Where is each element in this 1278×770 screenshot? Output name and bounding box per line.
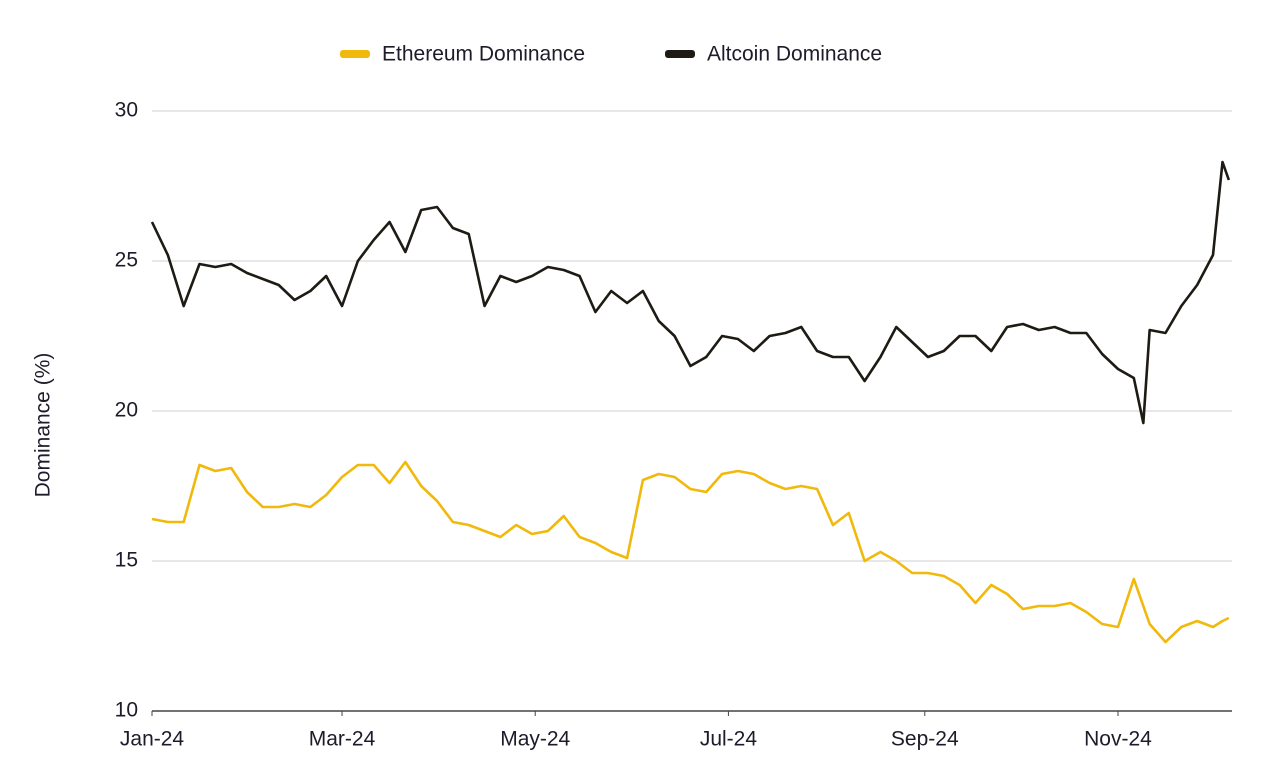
series-line	[151, 460, 1230, 644]
y-tick-label: 25	[115, 249, 138, 272]
y-axis-label: Dominance (%)	[32, 353, 55, 498]
y-tick-label: 15	[115, 549, 138, 572]
x-tick-label: Nov-24	[1084, 728, 1152, 751]
legend-label: Ethereum Dominance	[382, 43, 585, 66]
legend-swatch	[340, 50, 370, 58]
legend-label: Altcoin Dominance	[707, 43, 882, 66]
y-tick-label: 20	[115, 399, 138, 422]
x-tick-label: Jul-24	[700, 728, 758, 751]
x-tick-label: Sep-24	[891, 728, 959, 751]
x-tick-label: Jan-24	[120, 728, 185, 751]
series-line	[150, 160, 1231, 425]
legend-swatch	[665, 50, 695, 58]
x-tick-label: May-24	[500, 728, 570, 751]
y-tick-label: 30	[115, 99, 138, 122]
x-tick-label: Mar-24	[309, 728, 376, 751]
y-tick-label: 10	[115, 699, 138, 722]
